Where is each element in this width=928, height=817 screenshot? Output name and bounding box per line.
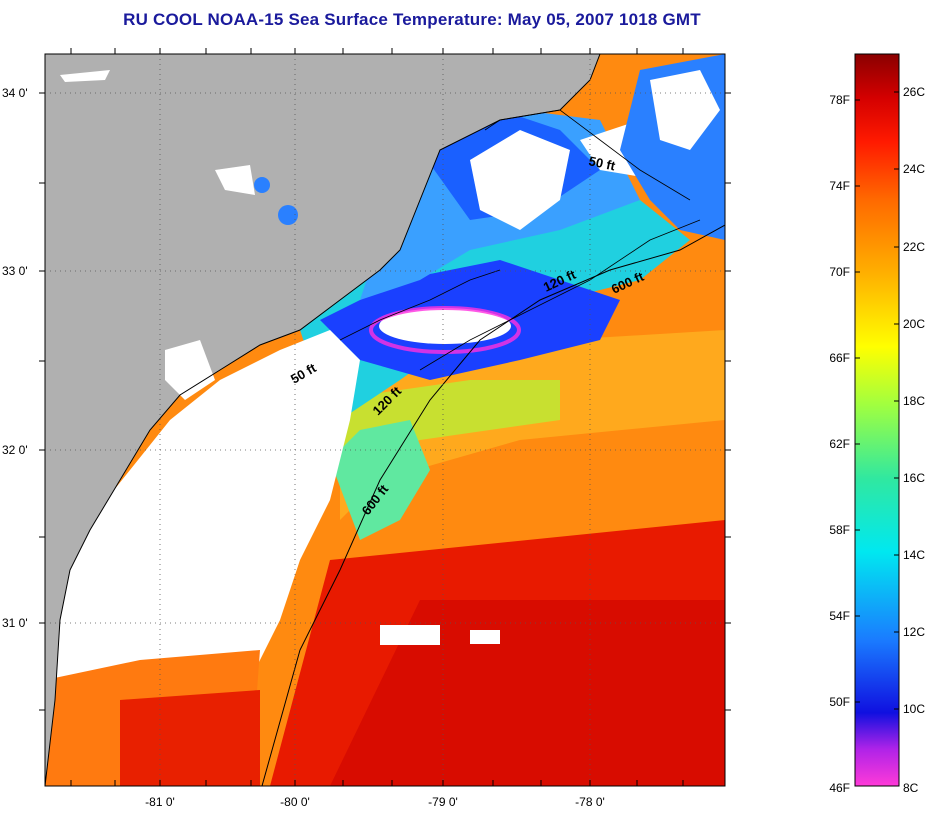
colorbar-c-label: 26C xyxy=(903,85,925,99)
graticule xyxy=(45,54,725,786)
colorbar-c-label: 16C xyxy=(903,471,925,485)
colorbar-c-label: 8C xyxy=(903,781,919,795)
colorbar-f-label: 74F xyxy=(829,179,850,193)
lon-label: -80 0' xyxy=(280,795,310,809)
lat-label: 32 0' xyxy=(2,443,28,457)
lon-label: -81 0' xyxy=(145,795,175,809)
isobath-label: 50 ft xyxy=(587,153,617,173)
lon-label: -79 0' xyxy=(428,795,458,809)
lat-label: 31 0' xyxy=(2,616,28,630)
colorbar-c-label: 22C xyxy=(903,240,925,254)
map-title: RU COOL NOAA-15 Sea Surface Temperature:… xyxy=(123,10,701,29)
colorbar-c-label: 12C xyxy=(903,625,925,639)
colorbar-ticks xyxy=(855,91,899,710)
coastal-cloud-region xyxy=(45,330,360,720)
lon-label: -78 0' xyxy=(575,795,605,809)
colorbar-c-label: 20C xyxy=(903,317,925,331)
colorbar-c-label: 10C xyxy=(903,702,925,716)
colorbar-f-label: 46F xyxy=(829,781,850,795)
colorbar-f-label: 66F xyxy=(829,351,850,365)
isobath-120ft-line xyxy=(419,219,701,371)
isobath-600ft-line xyxy=(261,224,725,786)
colorbar-f-label: 78F xyxy=(829,93,850,107)
colorbar-f-label: 50F xyxy=(829,695,850,709)
colorbar-f-label: 58F xyxy=(829,523,850,537)
map-frame xyxy=(44,53,726,787)
map-panel xyxy=(45,54,725,786)
colorbar-c-label: 18C xyxy=(903,394,925,408)
lat-label: 34 0' xyxy=(2,86,28,100)
cloud-core xyxy=(379,308,511,344)
colorbar-c-label: 24C xyxy=(903,162,925,176)
land-region xyxy=(45,54,600,786)
colorbar-c-label: 14C xyxy=(903,548,925,562)
isobath-50ft-line xyxy=(484,109,691,201)
colorbar-f-label: 70F xyxy=(829,265,850,279)
colorbar-f-label: 54F xyxy=(829,609,850,623)
colorbar-f-label: 62F xyxy=(829,437,850,451)
colorbar xyxy=(854,53,900,787)
axis-ticks xyxy=(39,48,731,786)
lat-label: 33 0' xyxy=(2,264,28,278)
